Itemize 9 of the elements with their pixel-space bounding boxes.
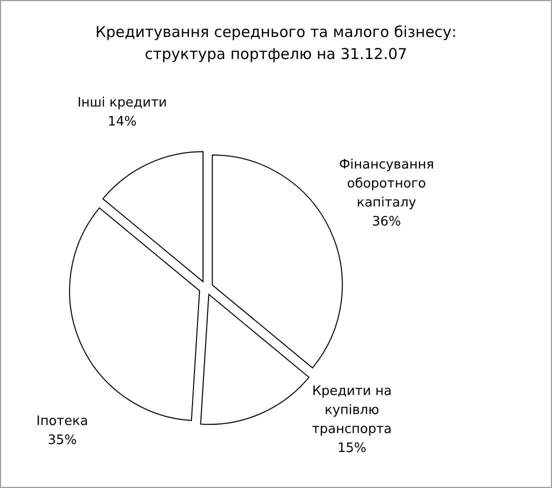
chart-title: Кредитування середнього та малого бізнесу: структура портфелю на 31.12.07 xyxy=(95,23,457,63)
slice-label: Кредити на купівлю транспорта xyxy=(312,384,392,437)
data-label: 35% xyxy=(48,432,77,448)
slice-label: Іпотека xyxy=(36,414,88,429)
slice-label: Фінансування оборотного капіталу xyxy=(338,158,434,211)
data-label: 15% xyxy=(337,440,366,456)
data-label: 14% xyxy=(108,114,137,130)
slice-label: Інші кредити xyxy=(77,96,168,111)
data-label: 36% xyxy=(372,214,401,230)
